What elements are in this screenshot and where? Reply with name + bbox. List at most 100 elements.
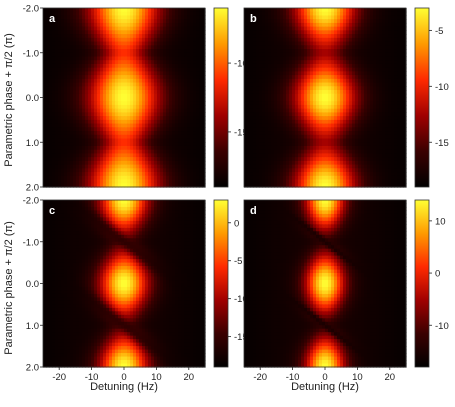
heatmap-cell xyxy=(400,134,404,140)
heatmap-cell xyxy=(352,97,356,102)
heatmap-cell xyxy=(382,67,386,72)
heatmap-cell xyxy=(259,41,263,46)
heatmap-cell xyxy=(121,153,125,158)
heatmap-cell xyxy=(247,97,251,102)
heatmap-cell xyxy=(397,97,401,102)
heatmap-cell xyxy=(283,127,287,132)
heatmap-cell xyxy=(142,183,146,188)
heatmap-cell xyxy=(319,142,323,147)
heatmap-cell xyxy=(349,30,353,35)
heatmap-cell xyxy=(316,119,320,125)
heatmap-cell xyxy=(280,60,284,65)
heatmap-cell xyxy=(178,157,182,162)
heatmap-cell xyxy=(361,30,365,35)
heatmap-cell xyxy=(154,145,158,151)
heatmap-cell xyxy=(130,8,134,13)
heatmap-cell xyxy=(295,67,299,72)
heatmap-cell xyxy=(67,19,71,24)
heatmap-cell xyxy=(82,34,86,39)
heatmap-cell xyxy=(151,86,155,91)
heatmap-cell xyxy=(52,142,56,147)
heatmap-cell xyxy=(82,123,86,128)
heatmap-cell xyxy=(181,11,185,17)
heatmap-cell xyxy=(130,86,134,91)
heatmap-cell xyxy=(127,8,131,13)
heatmap-cell xyxy=(319,145,323,151)
heatmap-cell xyxy=(295,168,299,173)
heatmap-cell xyxy=(292,63,296,69)
heatmap-cell xyxy=(280,30,284,35)
heatmap-cell xyxy=(55,93,59,99)
heatmap-cell xyxy=(79,127,83,132)
heatmap-cell xyxy=(106,134,110,140)
heatmap-cell xyxy=(373,97,377,102)
heatmap-cell xyxy=(277,145,281,151)
heatmap-cell xyxy=(298,149,302,155)
heatmap-cell xyxy=(76,138,80,143)
heatmap-cell xyxy=(97,30,101,35)
heatmap-cell xyxy=(250,37,254,43)
heatmap-cell xyxy=(58,101,62,106)
heatmap-cell xyxy=(397,63,401,69)
heatmap-cell xyxy=(301,157,305,162)
heatmap-cell xyxy=(379,22,383,28)
heatmap-cell xyxy=(163,30,167,35)
heatmap-cell xyxy=(319,86,323,91)
heatmap-cell xyxy=(121,26,125,31)
heatmap-cell xyxy=(76,172,80,177)
heatmap-cell xyxy=(391,37,395,43)
heatmap-cell xyxy=(133,97,137,102)
heatmap-cell xyxy=(97,172,101,177)
heatmap-cell xyxy=(133,157,137,162)
heatmap-cell xyxy=(325,145,329,151)
heatmap-cell xyxy=(142,26,146,31)
heatmap-cell xyxy=(154,60,158,65)
heatmap-cell xyxy=(295,19,299,24)
heatmap-cell xyxy=(385,45,389,50)
heatmap-cell xyxy=(97,56,101,61)
heatmap-cell xyxy=(328,19,332,24)
heatmap-cell xyxy=(352,19,356,24)
heatmap-cell xyxy=(301,134,305,140)
heatmap-cell xyxy=(88,19,92,24)
heatmap-cell xyxy=(187,49,191,54)
heatmap-cell xyxy=(94,67,98,72)
heatmap-cell xyxy=(43,172,47,177)
heatmap-cell xyxy=(52,93,56,99)
heatmap-cell xyxy=(76,34,80,39)
heatmap-cell xyxy=(361,22,365,28)
heatmap-cell xyxy=(367,52,371,58)
heatmap-cell xyxy=(367,78,371,84)
heatmap-cell xyxy=(340,104,344,110)
heatmap-cell xyxy=(271,157,275,162)
heatmap-cell xyxy=(109,49,113,54)
heatmap-cell xyxy=(49,175,53,181)
heatmap-cell xyxy=(274,104,278,110)
heatmap-cell xyxy=(115,63,119,69)
heatmap-cell xyxy=(310,149,314,155)
heatmap-cell xyxy=(190,30,194,35)
heatmap-cell xyxy=(268,15,272,20)
heatmap-cell xyxy=(166,78,170,84)
heatmap-cell xyxy=(112,119,116,125)
heatmap-cell xyxy=(391,157,395,162)
heatmap-cell xyxy=(247,41,251,46)
heatmap-cell xyxy=(64,134,68,140)
heatmap-cell xyxy=(115,26,119,31)
heatmap-cell xyxy=(88,60,92,65)
heatmap-cell xyxy=(304,145,308,151)
heatmap-cell xyxy=(109,183,113,188)
heatmap-cell xyxy=(172,142,176,147)
heatmap-cell xyxy=(94,15,98,20)
heatmap-cell xyxy=(376,8,380,13)
heatmap-cell xyxy=(250,49,254,54)
heatmap-cell xyxy=(376,30,380,35)
heatmap-cell xyxy=(154,119,158,125)
heatmap-cell xyxy=(352,52,356,58)
heatmap-cell xyxy=(382,104,386,110)
heatmap-cell xyxy=(124,52,128,58)
heatmap-cell xyxy=(184,34,188,39)
heatmap-cell xyxy=(169,157,173,162)
heatmap-cell xyxy=(166,145,170,151)
heatmap-cell xyxy=(133,75,137,80)
